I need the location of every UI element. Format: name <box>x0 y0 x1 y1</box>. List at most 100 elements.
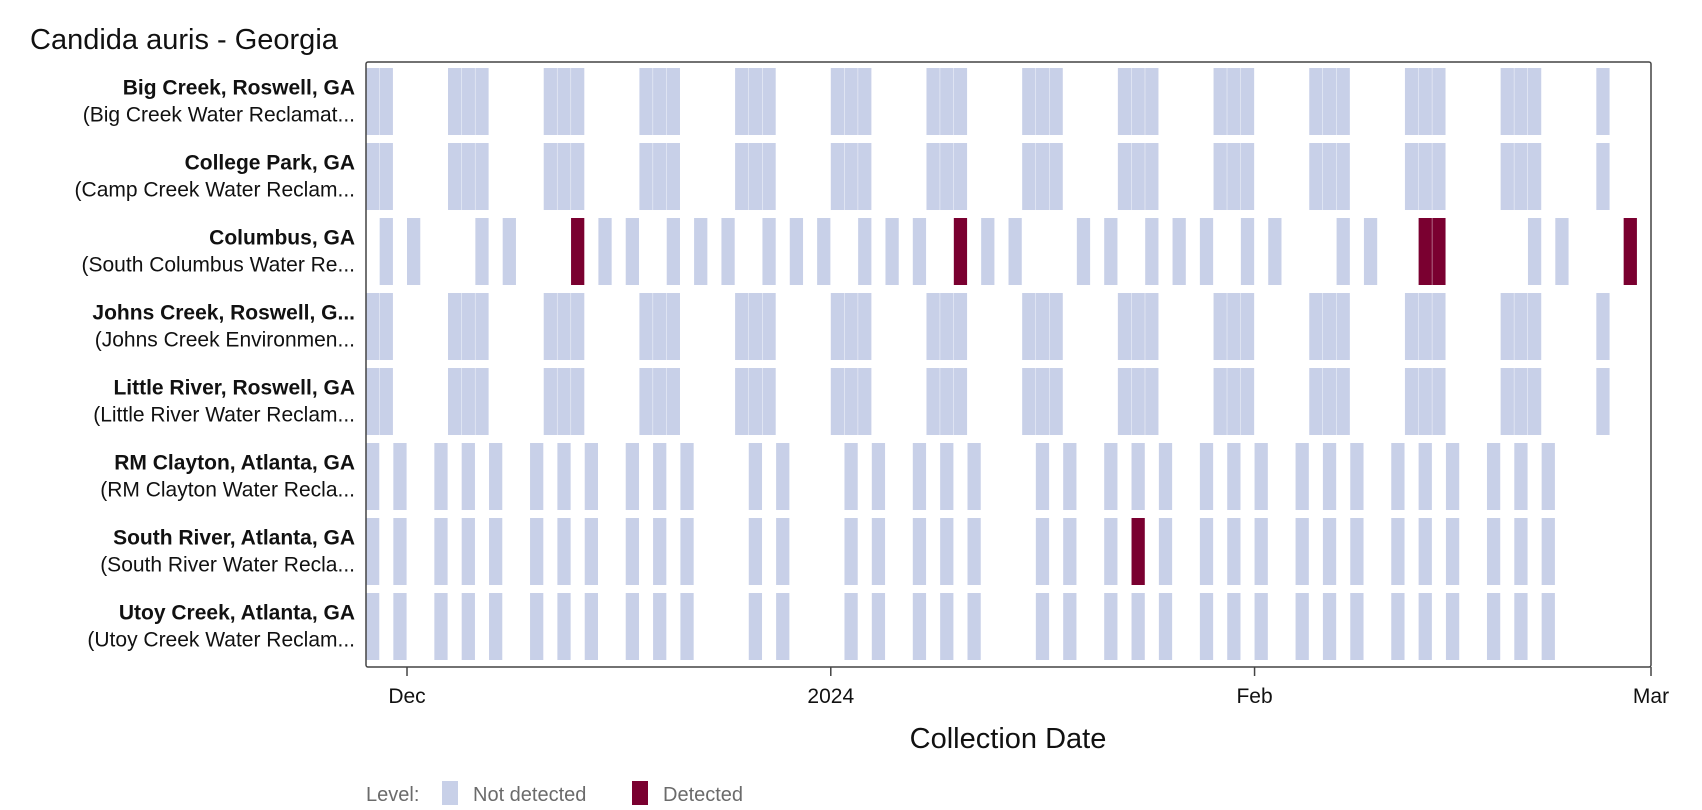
sample-cell-not-detected <box>461 368 475 435</box>
sample-cell-not-detected <box>379 368 393 435</box>
sample-cell-not-detected <box>762 68 776 135</box>
legend-title: Level: <box>366 784 419 806</box>
sample-cell-not-detected <box>625 593 639 660</box>
sample-cell-not-detected <box>1063 443 1077 510</box>
sample-cell-not-detected <box>366 593 380 660</box>
sample-cell-not-detected <box>461 593 475 660</box>
sample-cell-not-detected <box>844 518 858 585</box>
sample-cell-not-detected <box>762 368 776 435</box>
sample-cell-not-detected <box>981 218 995 285</box>
sample-cell-not-detected <box>1336 143 1350 210</box>
sample-cell-not-detected <box>1322 368 1337 435</box>
sample-cell-not-detected <box>1227 143 1241 210</box>
sample-cell-not-detected <box>748 443 763 510</box>
sample-cell-not-detected <box>776 593 790 660</box>
sample-cell-not-detected <box>748 68 763 135</box>
sample-cell-not-detected <box>1527 143 1542 210</box>
sample-cell-not-detected <box>1527 218 1542 285</box>
sample-cell-not-detected <box>1254 443 1268 510</box>
sample-cell-not-detected <box>1514 68 1528 135</box>
sample-cell-not-detected <box>1213 293 1227 360</box>
sample-cell-not-detected <box>680 518 694 585</box>
sample-cell-not-detected <box>1117 368 1132 435</box>
sample-cell-not-detected <box>1445 443 1460 510</box>
x-tick-label: Mar <box>1633 685 1669 708</box>
sample-cell-not-detected <box>1199 443 1214 510</box>
sample-cell-detected <box>1623 218 1637 285</box>
sample-cell-not-detected <box>1254 518 1268 585</box>
row-label-plant: (South Columbus Water Re... <box>82 254 356 277</box>
sample-cell-not-detected <box>1309 68 1323 135</box>
sample-cell-not-detected <box>379 218 393 285</box>
sample-cell-not-detected <box>1049 143 1063 210</box>
sample-cell-not-detected <box>571 368 585 435</box>
sample-cell-not-detected <box>1227 293 1241 360</box>
sample-cell-not-detected <box>1336 218 1350 285</box>
sample-cell-detected <box>1131 518 1145 585</box>
sample-cell-not-detected <box>940 293 954 360</box>
sample-cell-not-detected <box>940 593 954 660</box>
sample-cell-not-detected <box>1145 218 1159 285</box>
sample-cell-not-detected <box>858 368 872 435</box>
sample-cell-not-detected <box>940 443 954 510</box>
sample-cell-not-detected <box>694 218 708 285</box>
sample-cell-detected <box>1432 218 1446 285</box>
sample-cell-not-detected <box>434 593 448 660</box>
sample-cell-not-detected <box>830 68 845 135</box>
sample-cell-not-detected <box>1227 593 1241 660</box>
sample-cell-not-detected <box>762 293 776 360</box>
sample-cell-not-detected <box>789 218 804 285</box>
sample-cell-not-detected <box>1418 368 1432 435</box>
sample-cell-not-detected <box>1131 593 1145 660</box>
x-axis-title: Collection Date <box>910 723 1107 755</box>
sample-cell-not-detected <box>1117 293 1132 360</box>
sample-cell-not-detected <box>475 68 489 135</box>
sample-cell-not-detected <box>1008 218 1022 285</box>
sample-cell-not-detected <box>557 293 571 360</box>
sample-cell-not-detected <box>1363 218 1378 285</box>
sample-cell-not-detected <box>639 368 653 435</box>
sample-cell-not-detected <box>1500 293 1514 360</box>
sample-cell-not-detected <box>1104 593 1118 660</box>
sample-cell-not-detected <box>1432 368 1446 435</box>
sample-cell-not-detected <box>1445 518 1460 585</box>
sample-cell-not-detected <box>1145 143 1159 210</box>
sample-cell-not-detected <box>844 368 858 435</box>
sample-cell-not-detected <box>1350 443 1364 510</box>
sample-cell-not-detected <box>1309 368 1323 435</box>
sample-cell-not-detected <box>871 593 886 660</box>
sample-cell-not-detected <box>1240 143 1255 210</box>
sample-cell-not-detected <box>1445 593 1460 660</box>
row-label-plant: (Utoy Creek Water Reclam... <box>87 629 355 652</box>
sample-cell-not-detected <box>1131 293 1145 360</box>
sample-cell-not-detected <box>1418 518 1432 585</box>
sample-cell-not-detected <box>1432 143 1446 210</box>
sample-cell-not-detected <box>926 293 940 360</box>
sample-cell-not-detected <box>489 443 503 510</box>
row-label-site: Johns Creek, Roswell, G... <box>92 302 355 325</box>
sample-cell-not-detected <box>1035 368 1050 435</box>
sample-cell-not-detected <box>379 293 393 360</box>
sample-cell-not-detected <box>543 68 557 135</box>
sample-cell-not-detected <box>1322 68 1337 135</box>
sample-cell-not-detected <box>475 293 489 360</box>
sample-cell-not-detected <box>666 68 680 135</box>
sample-cell-not-detected <box>1527 368 1542 435</box>
sample-cell-not-detected <box>1418 593 1432 660</box>
sample-cell-not-detected <box>1541 443 1555 510</box>
sample-cell-not-detected <box>967 518 981 585</box>
sample-cell-not-detected <box>1213 143 1227 210</box>
row-college-park-ga <box>366 143 1610 210</box>
row-label-plant: (Little River Water Reclam... <box>93 404 355 427</box>
sample-cell-not-detected <box>721 218 735 285</box>
sample-cell-not-detected <box>940 143 954 210</box>
sample-cell-not-detected <box>967 443 981 510</box>
sample-cell-not-detected <box>653 443 667 510</box>
sample-cell-not-detected <box>379 143 393 210</box>
sample-cell-not-detected <box>407 218 421 285</box>
sample-cell-not-detected <box>1158 593 1173 660</box>
sample-cell-not-detected <box>625 218 639 285</box>
sample-cell-not-detected <box>625 443 639 510</box>
sample-cell-not-detected <box>1322 518 1337 585</box>
